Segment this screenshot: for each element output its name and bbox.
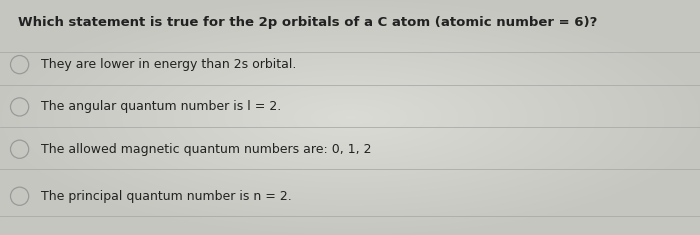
Text: The angular quantum number is l = 2.: The angular quantum number is l = 2. — [41, 100, 281, 114]
Text: The principal quantum number is n = 2.: The principal quantum number is n = 2. — [41, 190, 291, 203]
Text: The allowed magnetic quantum numbers are: 0, 1, 2: The allowed magnetic quantum numbers are… — [41, 143, 371, 156]
Text: Which statement is true for the 2p orbitals of a C atom (atomic number = 6)?: Which statement is true for the 2p orbit… — [18, 16, 597, 29]
Text: They are lower in energy than 2s orbital.: They are lower in energy than 2s orbital… — [41, 58, 296, 71]
